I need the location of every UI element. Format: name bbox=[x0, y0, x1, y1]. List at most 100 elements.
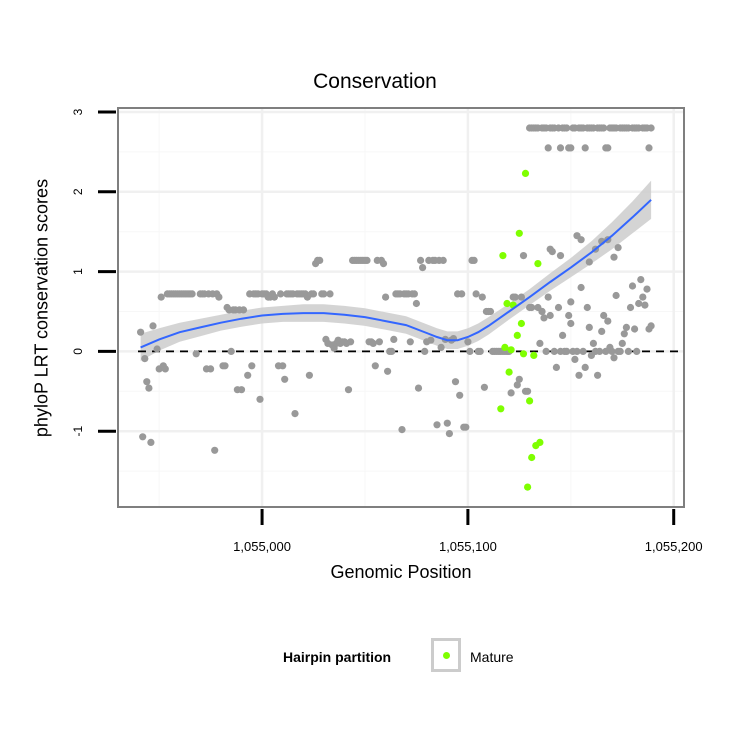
point bbox=[645, 144, 653, 152]
point bbox=[437, 343, 445, 351]
point bbox=[524, 387, 532, 395]
point bbox=[548, 248, 556, 256]
point bbox=[647, 322, 655, 330]
point bbox=[421, 347, 429, 355]
point bbox=[577, 236, 585, 244]
point bbox=[445, 430, 453, 438]
point-mature bbox=[501, 343, 509, 351]
point bbox=[433, 421, 441, 429]
point bbox=[427, 336, 435, 344]
point bbox=[363, 256, 371, 264]
point bbox=[618, 339, 626, 347]
point-mature bbox=[534, 260, 542, 268]
point bbox=[320, 290, 328, 298]
point bbox=[270, 293, 278, 301]
point bbox=[192, 350, 200, 358]
point-mature bbox=[515, 229, 523, 237]
point bbox=[305, 371, 313, 379]
x-tick-label: 1,055,200 bbox=[645, 539, 703, 554]
point bbox=[639, 293, 647, 301]
point bbox=[344, 386, 353, 394]
point bbox=[647, 124, 655, 132]
point bbox=[600, 124, 608, 132]
plot-border bbox=[117, 107, 685, 508]
point bbox=[556, 144, 565, 152]
point bbox=[643, 285, 651, 293]
y-axis-label: phyloP LRT conservation scores bbox=[31, 178, 52, 438]
point-mature bbox=[497, 405, 505, 413]
point bbox=[412, 299, 420, 308]
point bbox=[589, 339, 598, 347]
point bbox=[244, 371, 252, 379]
point bbox=[221, 362, 229, 370]
point bbox=[579, 347, 587, 355]
point bbox=[417, 256, 425, 264]
point bbox=[610, 253, 618, 261]
point bbox=[149, 322, 157, 330]
point bbox=[382, 293, 390, 301]
point bbox=[538, 307, 546, 316]
point bbox=[563, 347, 571, 355]
point bbox=[565, 311, 573, 320]
point bbox=[379, 260, 388, 268]
point bbox=[451, 378, 460, 386]
chart-title: Conservation bbox=[313, 70, 437, 93]
point bbox=[309, 290, 318, 298]
point bbox=[604, 317, 612, 325]
point bbox=[480, 383, 488, 391]
point bbox=[227, 347, 235, 355]
point bbox=[594, 371, 602, 379]
point bbox=[384, 367, 392, 375]
point bbox=[633, 347, 641, 355]
point bbox=[513, 381, 521, 389]
point bbox=[414, 384, 423, 392]
point bbox=[542, 347, 550, 355]
point bbox=[550, 347, 558, 355]
point-mature bbox=[499, 252, 507, 260]
point bbox=[470, 256, 478, 264]
point bbox=[398, 426, 406, 434]
point bbox=[439, 256, 447, 264]
point bbox=[458, 290, 466, 298]
point bbox=[596, 347, 604, 355]
point bbox=[571, 355, 579, 363]
point bbox=[556, 252, 565, 260]
point-mature bbox=[507, 346, 515, 354]
point bbox=[139, 433, 147, 441]
point-mature bbox=[524, 483, 532, 491]
point bbox=[616, 347, 624, 355]
point bbox=[472, 290, 480, 298]
point bbox=[464, 338, 472, 346]
point bbox=[583, 303, 591, 312]
point bbox=[369, 339, 377, 347]
point bbox=[147, 438, 155, 446]
point bbox=[371, 362, 379, 370]
point bbox=[419, 264, 427, 272]
point bbox=[585, 258, 593, 266]
point bbox=[581, 144, 589, 152]
point bbox=[567, 298, 575, 306]
point bbox=[410, 290, 418, 298]
point bbox=[515, 375, 523, 383]
point bbox=[388, 347, 396, 355]
point-mature bbox=[503, 299, 511, 308]
point-mature bbox=[530, 351, 538, 359]
point bbox=[347, 338, 355, 346]
legend-label-mature: Mature bbox=[470, 649, 514, 665]
point bbox=[406, 338, 414, 346]
point bbox=[641, 301, 649, 309]
y-tick-label: 2 bbox=[71, 188, 85, 195]
point-mature bbox=[519, 350, 528, 358]
point bbox=[476, 347, 484, 355]
point bbox=[567, 144, 575, 152]
plot-panel bbox=[118, 108, 684, 507]
point bbox=[585, 323, 593, 331]
point bbox=[559, 331, 567, 339]
point bbox=[631, 325, 639, 333]
point bbox=[624, 347, 633, 355]
point bbox=[507, 389, 515, 397]
point bbox=[143, 378, 151, 386]
point bbox=[626, 303, 635, 312]
point bbox=[581, 363, 589, 371]
